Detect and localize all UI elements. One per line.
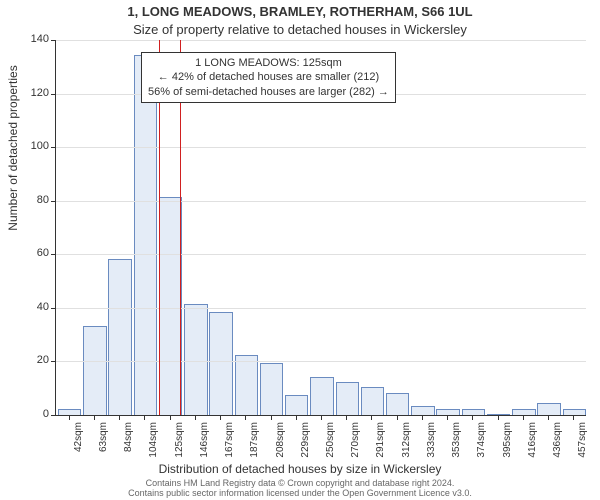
xtick-mark bbox=[69, 415, 70, 420]
xtick-label: 146sqm bbox=[199, 422, 210, 462]
xtick-label: 208sqm bbox=[275, 422, 286, 462]
xtick-mark bbox=[422, 415, 423, 420]
x-axis-label: Distribution of detached houses by size … bbox=[0, 462, 600, 476]
bar bbox=[361, 387, 384, 415]
footnote-line2: Contains public sector information licen… bbox=[128, 488, 472, 498]
xtick-mark bbox=[371, 415, 372, 420]
bar bbox=[310, 377, 333, 416]
annotation-line: ← 42% of detached houses are smaller (21… bbox=[148, 70, 389, 84]
annotation-line: 56% of semi-detached houses are larger (… bbox=[148, 85, 389, 99]
xtick-label: 42sqm bbox=[73, 422, 84, 462]
bar bbox=[285, 395, 308, 415]
xtick-label: 436sqm bbox=[552, 422, 563, 462]
grid-line bbox=[56, 308, 586, 309]
xtick-label: 125sqm bbox=[174, 422, 185, 462]
xtick-label: 374sqm bbox=[476, 422, 487, 462]
ytick-label: 100 bbox=[19, 140, 49, 152]
ytick-label: 20 bbox=[19, 354, 49, 366]
chart-container: 1, LONG MEADOWS, BRAMLEY, ROTHERHAM, S66… bbox=[0, 0, 600, 500]
annotation-box: 1 LONG MEADOWS: 125sqm← 42% of detached … bbox=[141, 52, 396, 103]
xtick-mark bbox=[498, 415, 499, 420]
xtick-label: 395sqm bbox=[502, 422, 513, 462]
bar bbox=[512, 409, 535, 415]
y-axis-label: Number of detached properties bbox=[6, 0, 20, 338]
bar bbox=[184, 304, 207, 415]
bar bbox=[260, 363, 283, 415]
xtick-label: 270sqm bbox=[350, 422, 361, 462]
xtick-mark bbox=[296, 415, 297, 420]
xtick-mark bbox=[170, 415, 171, 420]
bar bbox=[386, 393, 409, 415]
ytick-mark bbox=[51, 147, 56, 148]
xtick-label: 84sqm bbox=[123, 422, 134, 462]
xtick-mark bbox=[271, 415, 272, 420]
bar bbox=[159, 197, 182, 415]
ytick-label: 60 bbox=[19, 247, 49, 259]
xtick-mark bbox=[245, 415, 246, 420]
bar bbox=[108, 259, 131, 415]
xtick-label: 333sqm bbox=[426, 422, 437, 462]
xtick-mark bbox=[321, 415, 322, 420]
bar bbox=[336, 382, 359, 415]
xtick-mark bbox=[220, 415, 221, 420]
bar bbox=[58, 409, 81, 415]
xtick-mark bbox=[447, 415, 448, 420]
ytick-label: 0 bbox=[19, 408, 49, 420]
xtick-mark bbox=[94, 415, 95, 420]
annotation-line: 1 LONG MEADOWS: 125sqm bbox=[148, 56, 389, 70]
xtick-mark bbox=[548, 415, 549, 420]
ytick-mark bbox=[51, 308, 56, 309]
grid-line bbox=[56, 361, 586, 362]
chart-title-description: Size of property relative to detached ho… bbox=[0, 22, 600, 37]
ytick-mark bbox=[51, 415, 56, 416]
ytick-mark bbox=[51, 40, 56, 41]
xtick-label: 63sqm bbox=[98, 422, 109, 462]
grid-line bbox=[56, 254, 586, 255]
ytick-mark bbox=[51, 94, 56, 95]
footnote-line1: Contains HM Land Registry data © Crown c… bbox=[146, 478, 455, 488]
grid-line bbox=[56, 201, 586, 202]
xtick-mark bbox=[346, 415, 347, 420]
xtick-mark bbox=[573, 415, 574, 420]
grid-line bbox=[56, 40, 586, 41]
xtick-mark bbox=[144, 415, 145, 420]
xtick-label: 291sqm bbox=[375, 422, 386, 462]
xtick-mark bbox=[195, 415, 196, 420]
xtick-label: 187sqm bbox=[249, 422, 260, 462]
bar bbox=[235, 355, 258, 415]
xtick-mark bbox=[523, 415, 524, 420]
xtick-mark bbox=[472, 415, 473, 420]
xtick-label: 353sqm bbox=[451, 422, 462, 462]
bar bbox=[487, 414, 510, 415]
chart-title-address: 1, LONG MEADOWS, BRAMLEY, ROTHERHAM, S66… bbox=[0, 4, 600, 19]
xtick-label: 416sqm bbox=[527, 422, 538, 462]
xtick-label: 457sqm bbox=[577, 422, 588, 462]
ytick-mark bbox=[51, 361, 56, 362]
ytick-label: 40 bbox=[19, 301, 49, 313]
bar bbox=[411, 406, 434, 415]
chart-footnote: Contains HM Land Registry data © Crown c… bbox=[0, 478, 600, 498]
ytick-mark bbox=[51, 254, 56, 255]
xtick-label: 312sqm bbox=[401, 422, 412, 462]
xtick-label: 229sqm bbox=[300, 422, 311, 462]
bar bbox=[83, 326, 106, 415]
xtick-mark bbox=[119, 415, 120, 420]
xtick-label: 104sqm bbox=[148, 422, 159, 462]
grid-line bbox=[56, 147, 586, 148]
xtick-mark bbox=[397, 415, 398, 420]
xtick-label: 250sqm bbox=[325, 422, 336, 462]
ytick-label: 80 bbox=[19, 194, 49, 206]
ytick-label: 120 bbox=[19, 87, 49, 99]
bar bbox=[209, 312, 232, 415]
ytick-label: 140 bbox=[19, 33, 49, 45]
bar bbox=[537, 403, 560, 415]
ytick-mark bbox=[51, 201, 56, 202]
plot-area: 02040608010012014042sqm63sqm84sqm104sqm1… bbox=[55, 40, 586, 416]
xtick-label: 167sqm bbox=[224, 422, 235, 462]
